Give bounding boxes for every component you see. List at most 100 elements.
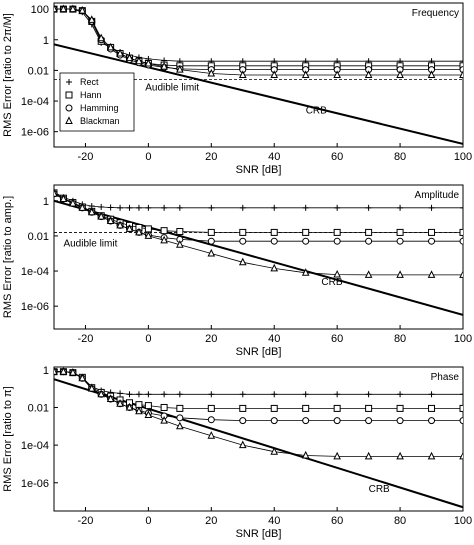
data-point-blackman	[270, 447, 279, 455]
data-point-blackman	[427, 451, 436, 460]
data-point-blackman	[69, 4, 77, 13]
x-axis-label: SNR [dB]	[236, 528, 282, 540]
x-tick-label: 100	[454, 515, 472, 527]
data-point-hann	[365, 404, 373, 412]
data-point-blackman	[144, 410, 153, 418]
x-axis-label: SNR [dB]	[236, 346, 282, 358]
data-point-hamming	[176, 414, 184, 422]
data-point-hamming	[239, 417, 247, 425]
data-point-hamming	[459, 66, 463, 74]
data-point-blackman	[160, 61, 168, 70]
data-point-hamming	[270, 417, 278, 425]
legend-entry: Hann	[80, 90, 102, 100]
legend-entry: Rect	[80, 77, 99, 87]
series-line-hamming	[54, 8, 463, 70]
x-tick-label: 20	[205, 515, 217, 527]
data-point-hann	[459, 404, 463, 412]
x-tick-label: -20	[78, 151, 94, 163]
data-point-blackman	[69, 368, 77, 376]
panel-title: Phase	[431, 372, 460, 383]
data-point-hann	[270, 228, 278, 236]
x-tick-label: 80	[394, 515, 406, 527]
data-point-hamming	[207, 237, 215, 245]
series-hamming	[54, 5, 463, 74]
data-point-blackman	[176, 421, 184, 430]
data-point-blackman	[125, 224, 134, 232]
data-point-hamming	[207, 416, 215, 424]
x-tick-label: 60	[331, 151, 343, 163]
data-point-blackman	[364, 451, 373, 460]
y-tick-label: 0.01	[28, 402, 49, 414]
data-point-hamming	[239, 237, 247, 245]
y-tick-label: 1e-06	[21, 301, 49, 313]
y-tick-label: 1e-06	[21, 478, 49, 490]
series-line-hann	[54, 371, 463, 409]
data-point-hann	[333, 404, 341, 412]
y-tick-label: 1e-04	[21, 440, 49, 452]
data-point-blackman	[301, 450, 310, 459]
x-tick-label: 0	[145, 151, 151, 163]
data-point-blackman	[106, 216, 115, 224]
x-tick-label: 40	[268, 151, 280, 163]
x-tick-label: 0	[145, 333, 151, 345]
data-point-blackman	[459, 451, 463, 460]
data-point-blackman	[144, 231, 153, 239]
data-point-hann	[239, 404, 247, 412]
data-point-hamming	[459, 417, 463, 425]
series-blackman	[54, 4, 463, 78]
data-point-hamming	[396, 417, 404, 425]
x-tick-label: 20	[205, 151, 217, 163]
y-tick-label: 0.01	[28, 231, 49, 243]
data-point-hann	[428, 404, 436, 412]
x-tick-label: 20	[205, 333, 217, 345]
data-point-blackman	[106, 394, 115, 402]
data-point-blackman	[333, 70, 341, 78]
y-tick-label: 1e-04	[21, 96, 49, 108]
data-point-hann	[144, 225, 152, 233]
data-point-hamming	[396, 237, 404, 245]
data-point-blackman	[59, 4, 68, 13]
x-tick-label: -20	[78, 333, 94, 345]
legend-marker-blackman	[65, 116, 73, 124]
data-point-hamming	[333, 417, 341, 425]
annotation-label: CRB	[369, 484, 390, 495]
series-rect	[54, 189, 463, 211]
data-point-hann	[160, 403, 168, 411]
data-point-hamming	[333, 237, 341, 245]
series-line-hamming	[54, 371, 463, 422]
data-point-blackman	[106, 42, 115, 51]
data-point-hann	[365, 228, 373, 236]
crb-line	[54, 43, 463, 145]
y-tick-label: 1	[43, 365, 49, 377]
data-point-blackman	[364, 70, 373, 78]
legend-box	[59, 72, 135, 132]
x-tick-label: 40	[268, 515, 280, 527]
x-tick-label: 80	[394, 333, 406, 345]
crb-line	[54, 199, 463, 316]
data-point-blackman	[125, 53, 134, 62]
series-line-hann	[54, 192, 463, 233]
series-line-rect	[54, 371, 463, 395]
data-point-blackman	[270, 263, 279, 272]
data-point-blackman	[97, 389, 106, 398]
data-point-hann	[396, 228, 404, 236]
data-point-blackman	[59, 194, 68, 203]
data-point-blackman	[301, 268, 310, 276]
x-tick-label: 100	[454, 151, 472, 163]
data-point-blackman	[144, 58, 153, 67]
data-point-blackman	[97, 33, 106, 42]
legend-marker-hamming	[65, 104, 73, 112]
data-point-blackman	[97, 211, 106, 220]
data-point-blackman	[396, 270, 404, 278]
data-point-blackman	[396, 451, 404, 460]
x-tick-label: 80	[394, 151, 406, 163]
chart-panel-1: -20 0 20 40 60 80 100 100 1 0.01 1e-04 1e-06 SNR [dB…	[2, 2, 472, 176]
data-point-blackman	[160, 416, 168, 424]
data-point-blackman	[238, 440, 247, 449]
data-point-blackman	[459, 70, 463, 78]
plot-frame	[53, 184, 464, 330]
data-point-blackman	[427, 270, 436, 278]
series-hann	[54, 368, 463, 412]
data-point-blackman	[176, 240, 184, 248]
data-point-hamming	[428, 237, 436, 245]
